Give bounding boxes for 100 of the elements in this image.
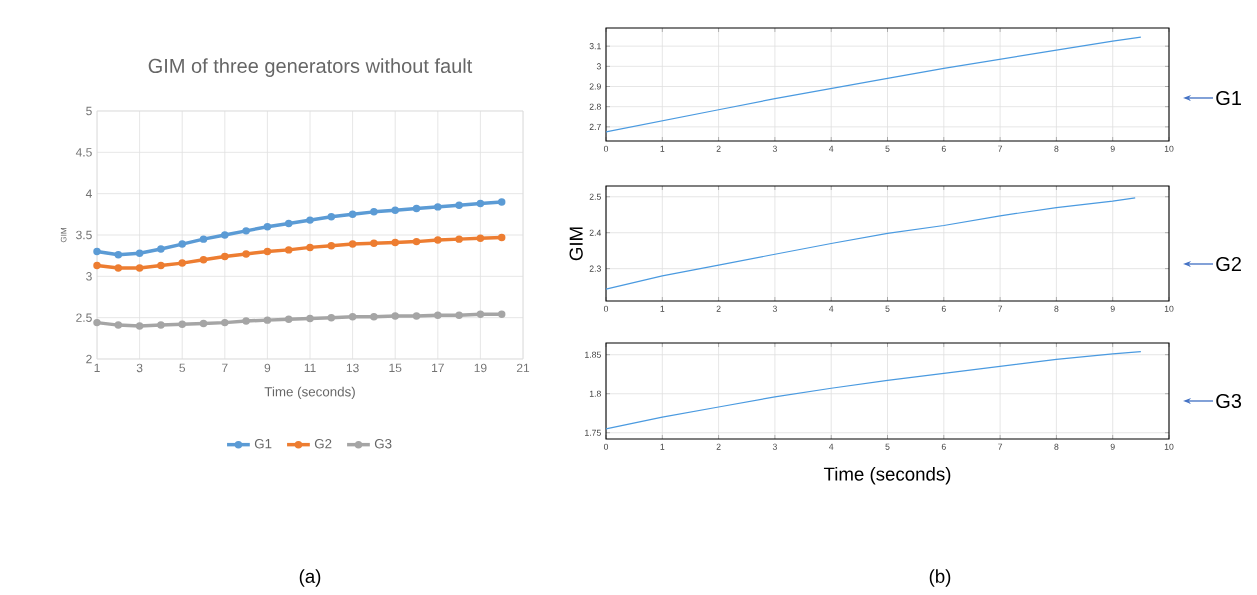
point (497, 233, 506, 242)
point (242, 317, 250, 325)
x-tick-label: 9 (1110, 443, 1115, 450)
point (178, 240, 186, 248)
point (221, 252, 229, 261)
point (434, 203, 442, 211)
legend-label: G3 (374, 439, 392, 449)
point (263, 222, 272, 231)
y-tick-label: 1.75 (585, 429, 601, 436)
point (199, 235, 208, 243)
point (135, 322, 144, 330)
y-tick-label: 3.5 (76, 230, 92, 240)
point (284, 315, 293, 324)
x-tick-label: 2 (716, 305, 721, 312)
point (391, 206, 399, 214)
x-tick-label: 5 (179, 363, 186, 373)
x-tick-label: 13 (346, 363, 359, 373)
point (114, 251, 123, 259)
x-tick-label: 6 (941, 305, 946, 312)
y-tick-label: 2.4 (589, 229, 602, 236)
point (93, 318, 101, 327)
point (306, 314, 314, 323)
point (370, 239, 378, 247)
y-tick-label: 2.5 (589, 193, 601, 200)
x-tick-label: 9 (1110, 145, 1115, 152)
point (455, 311, 463, 319)
point (327, 242, 336, 250)
x-tick-label: 3 (772, 443, 777, 450)
chart-title: GIM of three generators without fault (148, 58, 473, 77)
y-tick-label: 4.5 (75, 148, 92, 157)
x-tick-label: 8 (1054, 443, 1059, 450)
x-tick-label: 11 (304, 363, 316, 372)
x-tick-label: 9 (1110, 305, 1115, 312)
point (412, 312, 421, 320)
y-tick-label: 2.7 (589, 123, 601, 130)
x-tick-label: 10 (1164, 145, 1174, 152)
y-tick-label: 1.85 (585, 351, 601, 358)
x-tick-label: 10 (1164, 443, 1174, 450)
y-axis-title: GIM (569, 227, 583, 261)
y-tick-label: 2.5 (76, 313, 92, 322)
x-tick-label: 21 (516, 363, 530, 373)
x-tick-label: 0 (603, 145, 609, 152)
text: (b) (929, 569, 951, 587)
y-tick-label: 2.8 (589, 103, 601, 110)
y-tick-label: 3 (86, 272, 92, 281)
point (178, 259, 186, 267)
y-tick-label: 2.9 (589, 83, 601, 90)
text: (a) (299, 569, 321, 587)
point (327, 313, 336, 322)
x-tick-label: 1 (660, 145, 665, 152)
point (114, 321, 123, 329)
x-tick-label: 7 (222, 363, 228, 372)
x-tick-label: 6 (941, 145, 946, 152)
point (263, 247, 272, 256)
x-tick-label: 3 (136, 363, 143, 373)
x-tick-label: 6 (941, 443, 946, 450)
point (157, 261, 165, 270)
x-tick-label: 0 (603, 305, 609, 312)
y-tick-label: 2 (86, 354, 92, 364)
legend-label: G1 (254, 439, 272, 449)
x-tick-label: 4 (829, 443, 834, 450)
x-tick-label: 7 (998, 443, 1003, 450)
point (370, 313, 378, 321)
point (242, 250, 250, 258)
x-tick-label: 19 (474, 363, 487, 373)
x-tick-label: 8 (1054, 145, 1059, 152)
x-tick-label: 10 (1164, 305, 1174, 312)
point (199, 256, 208, 264)
point (497, 198, 506, 206)
point (221, 231, 229, 239)
x-tick-label: 5 (885, 443, 890, 450)
x-axis-title: Time (seconds) (264, 386, 355, 400)
point (135, 264, 144, 272)
text: G1 (1216, 90, 1241, 106)
point (476, 310, 485, 319)
x-tick-label: 5 (885, 305, 890, 312)
point (157, 321, 165, 329)
x-tick-label: 0 (603, 443, 609, 450)
point (455, 201, 463, 209)
point (93, 261, 101, 270)
x-tick-label: 2 (716, 443, 721, 450)
point (242, 227, 250, 235)
x-tick-label: 7 (998, 145, 1003, 152)
x-tick-label: 2 (716, 145, 721, 152)
point (370, 208, 378, 216)
point (327, 213, 336, 221)
point (497, 310, 506, 319)
x-tick-label: 1 (94, 363, 100, 372)
point (476, 199, 485, 208)
point (114, 264, 123, 272)
point (93, 247, 101, 256)
y-tick-label: 3.1 (589, 43, 601, 50)
point (135, 249, 144, 257)
x-tick-label: 5 (885, 145, 890, 152)
x-tick-label: 15 (389, 363, 402, 373)
point (434, 236, 442, 244)
line-series (605, 197, 1136, 290)
x-tick-label: 3 (772, 145, 777, 152)
text: G3 (1216, 393, 1242, 409)
point (157, 245, 165, 253)
